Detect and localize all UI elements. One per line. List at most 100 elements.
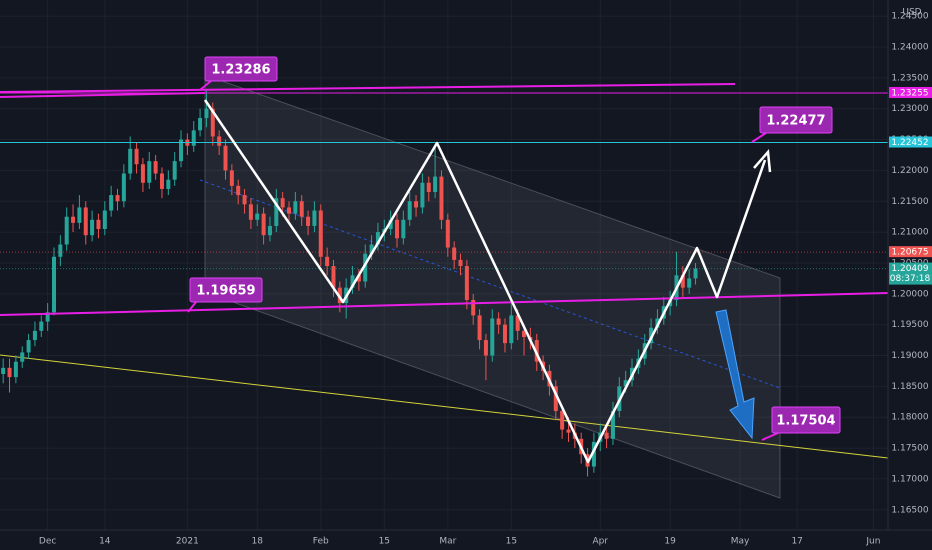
candle-body <box>318 210 323 257</box>
candle-body <box>553 386 558 412</box>
candle-body <box>471 299 476 316</box>
candle-body <box>204 108 209 118</box>
candle-body <box>490 318 495 356</box>
candle-body <box>439 176 444 220</box>
candle-body <box>179 139 184 162</box>
candle-body <box>210 108 215 137</box>
y-tick-label: 1.18500 <box>891 382 928 392</box>
candle-body <box>458 259 463 267</box>
candle-body <box>502 324 507 344</box>
price-label: 1.20675 <box>891 248 928 258</box>
candle-body <box>445 219 450 248</box>
candle-body <box>121 173 126 202</box>
candle-body <box>147 161 152 183</box>
candle-body <box>7 367 12 378</box>
candle-body <box>293 201 298 214</box>
candle-body <box>407 201 412 220</box>
candle-body <box>51 256 56 313</box>
candle-body <box>172 161 177 180</box>
candle-body <box>102 210 107 230</box>
y-tick-label: 1.24000 <box>891 43 928 53</box>
candle-body <box>496 318 501 325</box>
candle-body <box>477 315 482 341</box>
candle-body <box>401 219 406 239</box>
candle-body <box>604 432 609 439</box>
support-line <box>0 292 889 316</box>
candle-body <box>45 312 50 322</box>
y-tick-label: 1.19500 <box>891 320 928 330</box>
candle-body <box>242 195 247 205</box>
price-label-box <box>889 262 932 285</box>
candle-body <box>83 207 88 236</box>
annotations: 1.23286 1.19659 1.22477 1.17504 <box>187 56 841 441</box>
annotation-label: 1.19659 <box>196 284 255 299</box>
candle-body <box>509 315 514 344</box>
candle-body <box>680 275 685 288</box>
candle-body <box>591 441 596 467</box>
candle-body <box>198 117 203 131</box>
candle-body <box>267 225 272 236</box>
candle-body <box>420 182 425 208</box>
resistance-line <box>0 83 736 93</box>
candle-body <box>134 148 139 165</box>
x-tick-label: 15 <box>506 537 517 547</box>
candle-body <box>299 201 304 217</box>
y-tick-label: 1.23500 <box>891 73 928 83</box>
candle-body <box>217 136 222 146</box>
candle-body <box>515 315 520 331</box>
price-lines <box>0 92 888 270</box>
candle-body <box>356 275 361 282</box>
axes: 1.16500 1.17000 1.17500 1.18000 1.18500 1.190… <box>39 12 932 547</box>
candle-body <box>13 361 18 378</box>
annotation-pointer <box>199 80 212 91</box>
y-tick-label: 1.17500 <box>891 444 928 454</box>
annotation-label: 1.23286 <box>211 63 270 78</box>
candle-body <box>623 380 628 387</box>
candle-body <box>426 182 431 193</box>
candle-body <box>20 352 25 362</box>
candle-body <box>464 266 469 300</box>
candle-body <box>153 161 158 174</box>
candle-body <box>350 275 355 288</box>
candle-body <box>280 198 285 208</box>
candle-body <box>229 170 234 186</box>
annotation-box <box>189 277 263 303</box>
y-tick-label: 1.18000 <box>891 413 928 423</box>
annotation-box <box>771 406 841 434</box>
x-tick-label: Mar <box>439 537 456 547</box>
projection-path <box>203 99 767 464</box>
candle-body <box>159 173 164 189</box>
candle-body <box>58 244 63 257</box>
price-label: 1.20409 <box>891 264 928 274</box>
candle-body <box>483 340 488 356</box>
candle-body <box>325 256 330 267</box>
y-tick-label: 1.24500 <box>891 12 928 22</box>
candle-body <box>109 195 114 211</box>
candle-body <box>312 210 317 226</box>
x-tick-label: May <box>731 537 750 547</box>
x-tick-label: Jun <box>865 537 880 547</box>
candle-body <box>388 219 393 230</box>
y-tick-label: 1.20000 <box>891 289 928 299</box>
candle-body <box>26 340 31 353</box>
candle-body <box>306 216 311 226</box>
channel <box>204 74 781 499</box>
annotation-label: 1.17504 <box>776 414 835 429</box>
x-tick-label: 18 <box>252 537 264 547</box>
candle-body <box>375 232 380 245</box>
resistance-line <box>0 92 206 98</box>
y-tick-label: 1.23000 <box>891 104 928 114</box>
candle-body <box>433 176 438 193</box>
candle-body <box>274 198 279 226</box>
annotation-pointer <box>187 301 197 313</box>
candle-body <box>414 201 419 208</box>
annotation-box <box>759 106 833 134</box>
candle-body <box>687 278 692 288</box>
x-tick-label: 15 <box>379 537 390 547</box>
price-label-box <box>889 86 932 98</box>
axis-unit: USD <box>902 8 921 18</box>
y-tick-label: 1.21000 <box>891 228 928 238</box>
candle-body <box>39 321 44 331</box>
candle-body <box>248 204 253 220</box>
